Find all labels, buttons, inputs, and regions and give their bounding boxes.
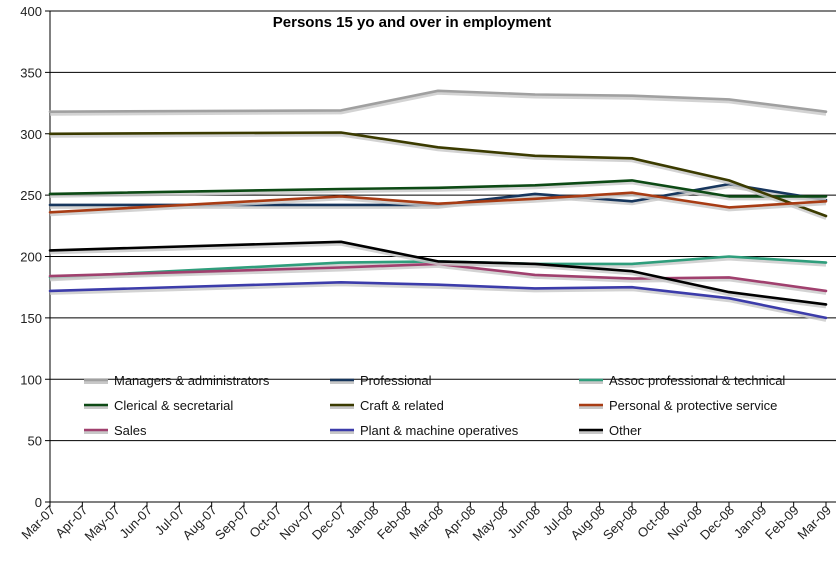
legend-item: Sales (84, 423, 147, 438)
y-tick-label: 0 (35, 495, 42, 510)
legend-item: Plant & machine operatives (330, 423, 519, 438)
legend-item: Other (579, 423, 642, 438)
series-group (48, 89, 828, 116)
x-tick-label: Sep-07 (212, 503, 252, 543)
series-shadow (49, 181, 826, 201)
x-tick-label: Jun-07 (116, 503, 155, 542)
series-shadow (49, 242, 827, 309)
legend-label: Craft & related (360, 398, 444, 413)
series-lines (48, 89, 828, 322)
x-tick-label: Feb-08 (374, 503, 414, 543)
y-tick-label: 250 (20, 188, 42, 203)
x-tick-label: Jan-09 (731, 503, 770, 542)
x-tick-label: Nov-08 (665, 503, 705, 543)
series-group (48, 240, 828, 309)
legend-label: Clerical & secretarial (114, 398, 233, 413)
legend-label: Assoc professional & technical (609, 373, 785, 388)
legend-label: Other (609, 423, 642, 438)
y-tick-label: 200 (20, 250, 42, 265)
legend-item: Professional (330, 373, 432, 388)
x-tick-label: Jun-08 (504, 503, 543, 542)
x-tick-label: Mar-08 (406, 503, 446, 543)
x-tick-label: Sep-08 (600, 503, 640, 543)
x-tick-label: Feb-09 (762, 503, 802, 543)
series-line (48, 131, 828, 218)
y-tick-label: 50 (28, 434, 42, 449)
series-group (48, 280, 828, 322)
y-tick-label: 100 (20, 372, 42, 387)
legend-item: Managers & administrators (84, 373, 270, 388)
axes (49, 11, 836, 503)
series-shadow (49, 264, 827, 295)
series-shadow (50, 185, 827, 209)
series-shadow (49, 283, 827, 322)
legend-label: Plant & machine operatives (360, 423, 519, 438)
x-axis-ticks: Mar-07Apr-07May-07Jun-07Jul-07Aug-07Sep-… (18, 502, 834, 544)
series-shadow (49, 133, 827, 220)
x-tick-label: Dec-07 (309, 503, 349, 543)
chart-title: Persons 15 yo and over in employment (273, 14, 551, 31)
legend-label: Managers & administrators (114, 373, 270, 388)
legend-label: Sales (114, 423, 147, 438)
series-group (48, 179, 828, 201)
series-group (48, 191, 828, 217)
legend-item: Clerical & secretarial (84, 398, 233, 413)
legend-item: Craft & related (330, 398, 444, 413)
y-axis-ticks: 0 50 100 150 200 250 300 350 400 (20, 4, 50, 510)
y-tick-label: 400 (20, 4, 42, 19)
y-tick-label: 350 (20, 65, 42, 80)
x-tick-label: Aug-08 (568, 503, 608, 543)
x-tick-label: Jan-08 (343, 503, 382, 542)
legend-item: Personal & protective service (579, 398, 777, 413)
series-shadow (49, 91, 827, 116)
x-tick-label: May-07 (82, 503, 123, 544)
legend-label: Personal & protective service (609, 398, 777, 413)
x-tick-label: Aug-07 (180, 503, 220, 543)
y-tick-label: 150 (20, 311, 42, 326)
series-line (48, 240, 828, 306)
series-line (48, 179, 828, 198)
series-line (48, 191, 828, 214)
series-group (48, 131, 828, 220)
x-tick-label: Mar-09 (794, 503, 834, 543)
x-tick-label: May-08 (470, 503, 511, 544)
x-tick-label: Nov-07 (277, 503, 317, 543)
legend: Managers & administrators Professional Ass… (84, 373, 785, 438)
series-group (48, 262, 828, 295)
legend-label: Professional (360, 373, 432, 388)
legend-item: Assoc professional & technical (579, 373, 785, 388)
series-line (48, 262, 828, 293)
y-tick-label: 300 (20, 127, 42, 142)
x-tick-label: Dec-08 (697, 503, 737, 543)
series-line (48, 89, 828, 113)
series-line (48, 280, 828, 320)
series-shadow (49, 193, 827, 217)
